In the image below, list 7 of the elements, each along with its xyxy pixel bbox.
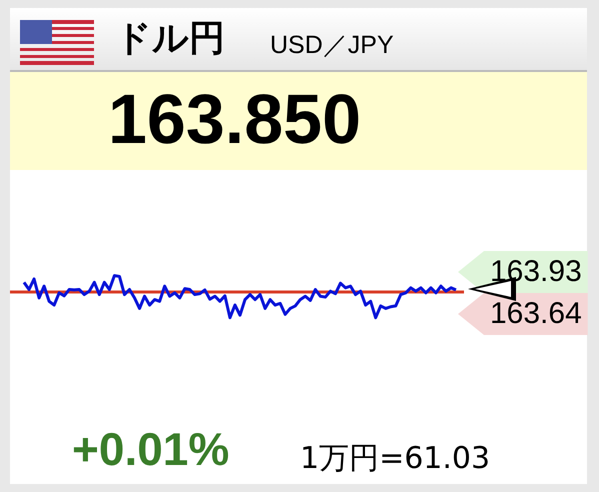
- text: 163.64: [458, 293, 588, 335]
- text: 163.93: [458, 251, 588, 293]
- chart-title: ドル円: [115, 17, 225, 61]
- text: 163.850: [108, 80, 362, 158]
- text: 1万円=61.03: [300, 440, 490, 478]
- chart-subtitle: USD／JPY: [270, 30, 394, 61]
- text: +0.01%: [72, 422, 230, 476]
